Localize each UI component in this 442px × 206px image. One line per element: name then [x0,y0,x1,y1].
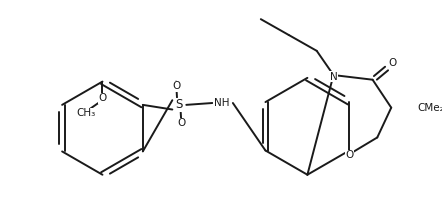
Text: CH₃: CH₃ [76,108,95,118]
Text: O: O [178,118,186,129]
Text: NH: NH [214,98,229,108]
Text: N: N [330,72,337,82]
Text: S: S [175,98,183,111]
Text: O: O [345,150,354,160]
Text: O: O [172,81,180,91]
Text: CMe₂: CMe₂ [417,103,442,113]
Text: O: O [98,93,107,103]
Text: O: O [388,58,396,68]
